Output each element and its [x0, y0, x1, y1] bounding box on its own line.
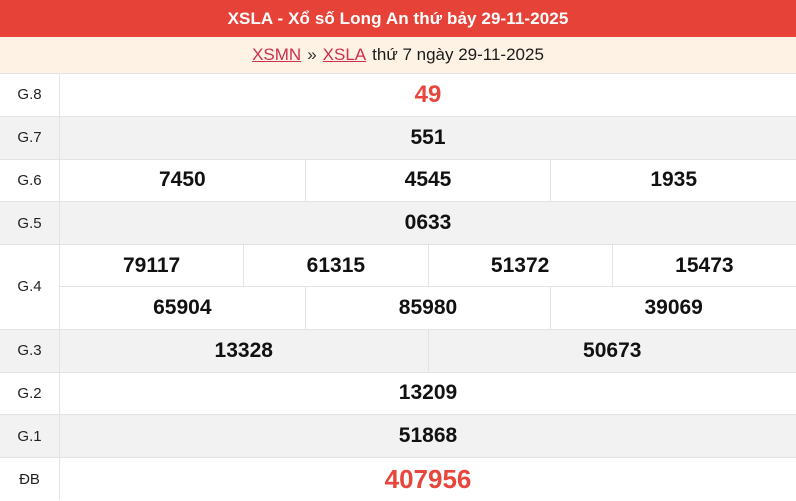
prize-row-db: ĐB 407956 — [0, 457, 796, 500]
prize-row-g7: G.7 551 — [0, 115, 796, 159]
breadcrumb-date-text: thứ 7 ngày 29-11-2025 — [372, 45, 544, 64]
prize-numbers-g3: 13328 50673 — [60, 329, 796, 372]
prize-label-g1: G.1 — [0, 415, 60, 458]
prize-numbers-db: 407956 — [60, 458, 796, 500]
prize-number: 49 — [414, 80, 442, 108]
page-title: XSLA - Xổ số Long An thứ bảy 29-11-2025 — [227, 8, 569, 28]
prize-label-g6: G.6 — [0, 159, 60, 202]
prize-numbers-g1: 51868 — [60, 415, 796, 457]
prize-number: 4545 — [304, 159, 551, 202]
prize-row-g4: G.4 79117 61315 51372 15473 65904 85980 39069 — [0, 244, 796, 329]
prize-row-g3: G.3 13328 50673 — [0, 328, 796, 372]
prize-subrow: 13328 50673 — [60, 329, 796, 372]
prize-subrow: 65904 85980 39069 — [60, 286, 796, 329]
breadcrumb: XSMN » XSLA thứ 7 ngày 29-11-2025 — [0, 37, 796, 73]
prize-label-g5: G.5 — [0, 202, 60, 245]
prize-subrow: 7450 4545 1935 — [60, 159, 796, 202]
prize-label-g4: G.4 — [0, 245, 60, 329]
prize-number: 1935 — [550, 159, 796, 202]
prize-number: 0633 — [404, 211, 452, 235]
prize-number: 407956 — [384, 463, 472, 494]
prize-subrow: 79117 61315 51372 15473 — [60, 245, 796, 287]
page-title-banner: XSLA - Xổ số Long An thứ bảy 29-11-2025 — [0, 0, 796, 37]
prize-row-g1: G.1 51868 — [0, 414, 796, 458]
prize-subrow: 49 — [60, 74, 796, 116]
prize-row-g6: G.6 7450 4545 1935 — [0, 158, 796, 202]
prize-subrow: 407956 — [60, 458, 796, 500]
prize-number: 61315 — [243, 245, 427, 287]
prize-number: 79117 — [123, 253, 181, 277]
prize-subrow: 13209 — [60, 373, 796, 415]
prize-label-db: ĐB — [0, 458, 60, 500]
breadcrumb-separator: » — [307, 45, 317, 64]
prize-number: 85980 — [304, 287, 551, 329]
prize-numbers-g4: 79117 61315 51372 15473 65904 85980 39069 — [60, 245, 796, 329]
prize-numbers-g8: 49 — [60, 74, 796, 116]
prize-numbers-g7: 551 — [60, 117, 796, 159]
prize-number: 51868 — [398, 424, 458, 448]
prize-number: 7450 — [158, 168, 206, 192]
prize-number: 51372 — [427, 245, 612, 287]
prize-row-g5: G.5 0633 — [0, 201, 796, 245]
breadcrumb-link-xsmn[interactable]: XSMN — [252, 45, 302, 64]
prize-number: 13328 — [214, 338, 273, 362]
prize-numbers-g2: 13209 — [60, 373, 796, 415]
prize-label-g7: G.7 — [0, 116, 60, 159]
prize-numbers-g5: 0633 — [60, 202, 796, 244]
results-table: G.8 49 G.7 551 G.6 7450 4545 1935 G.5 0633 G.4 7911… — [0, 73, 796, 500]
prize-label-g3: G.3 — [0, 329, 60, 372]
prize-number: 13209 — [398, 381, 458, 405]
prize-number: 15473 — [611, 245, 796, 287]
prize-subrow: 51868 — [60, 415, 796, 457]
prize-label-g8: G.8 — [0, 74, 60, 116]
prize-subrow: 551 — [60, 117, 796, 159]
prize-row-g2: G.2 13209 — [0, 371, 796, 415]
prize-number: 39069 — [550, 287, 796, 329]
prize-number: 551 — [410, 125, 446, 149]
prize-numbers-g6: 7450 4545 1935 — [60, 159, 796, 202]
prize-label-g2: G.2 — [0, 372, 60, 415]
prize-number: 65904 — [153, 296, 212, 320]
prize-number: 50673 — [427, 329, 796, 372]
prize-row-g8: G.8 49 — [0, 74, 796, 116]
prize-subrow: 0633 — [60, 202, 796, 244]
breadcrumb-link-xsla[interactable]: XSLA — [322, 45, 367, 64]
